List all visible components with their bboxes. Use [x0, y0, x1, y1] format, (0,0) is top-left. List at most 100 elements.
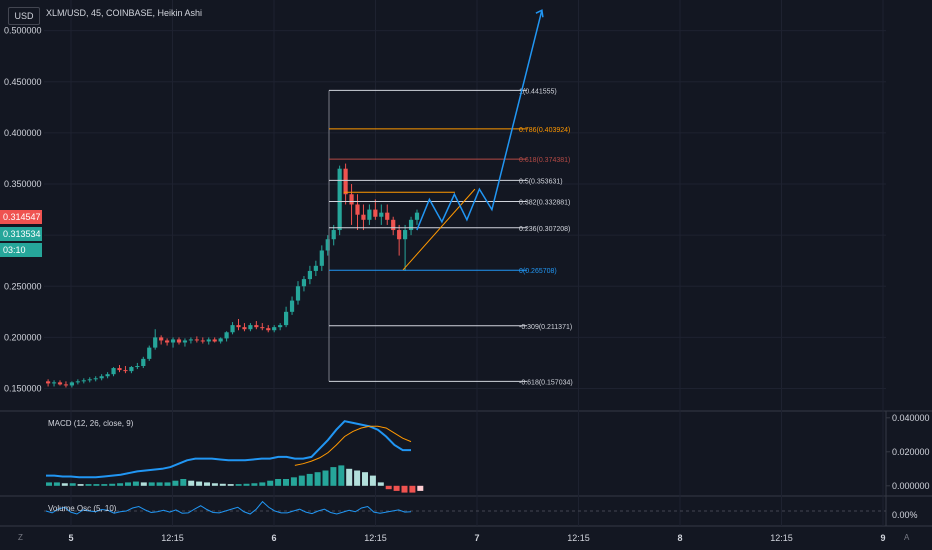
candle-body — [212, 339, 217, 342]
price-tick-label: 0.450000 — [4, 77, 42, 87]
macd-histogram-bar — [117, 483, 124, 486]
macd-histogram-bar — [196, 481, 203, 486]
macd-histogram-bar — [369, 475, 376, 486]
fib-level-label: -0.309(0.211371) — [519, 324, 572, 331]
macd-histogram-bar — [140, 482, 147, 486]
candle-body — [236, 325, 241, 328]
fib-level-label: 0.236(0.307208) — [519, 226, 570, 233]
candle-body — [63, 384, 69, 386]
candle-body — [295, 286, 301, 301]
candle-body — [129, 367, 134, 372]
macd-histogram-bar — [275, 479, 282, 486]
candle-body — [153, 337, 158, 348]
macd-histogram-bar — [211, 483, 218, 486]
macd-histogram-bar — [409, 485, 416, 493]
time-tick-label: 9 — [880, 533, 885, 543]
candle-body — [218, 338, 223, 342]
macd-histogram-bar — [219, 483, 226, 486]
macd-histogram-bar — [377, 482, 384, 486]
candle-body — [361, 214, 366, 220]
currency-label: USD — [14, 11, 34, 21]
price-tick-label: 0.400000 — [4, 128, 42, 138]
last-price-badge: 0.314547 — [0, 210, 42, 224]
macd-histogram-bar — [109, 483, 116, 486]
macd-histogram-bar — [148, 482, 155, 486]
candle-body — [176, 339, 182, 343]
macd-histogram-bar — [53, 482, 60, 486]
macd-histogram-bar — [338, 465, 345, 486]
candle-body — [397, 230, 402, 240]
fib-level-label: -0.618(0.157034) — [519, 379, 573, 386]
macd-histogram-bar — [93, 484, 100, 486]
projection-arrowhead — [535, 9, 544, 18]
candle-body — [325, 239, 330, 251]
candle-body — [51, 382, 57, 384]
candle-body — [367, 209, 372, 220]
candle-body — [117, 368, 122, 371]
volume-osc-value: 0.00% — [892, 510, 918, 520]
candle-body — [81, 380, 86, 382]
candle-body — [408, 219, 414, 231]
macd-histogram-bar — [417, 485, 424, 491]
candle-body — [343, 168, 348, 195]
fib-level-label: 0.382(0.332881) — [519, 200, 570, 207]
time-tick-label: 8 — [677, 533, 682, 543]
macd-tick-label: 0.020000 — [892, 447, 930, 457]
macd-histogram-bar — [204, 482, 210, 486]
macd-histogram-bar — [77, 484, 84, 486]
currency-button[interactable]: USD — [8, 7, 40, 25]
macd-histogram-bar — [385, 485, 392, 490]
price-tick-label: 0.250000 — [4, 281, 42, 291]
second-price-badge: 0.313534 — [0, 227, 42, 241]
second-price-label: 0.313534 — [3, 229, 41, 239]
candle-body — [105, 374, 110, 377]
volume-osc-title[interactable]: Volume Osc (5, 10) — [48, 504, 117, 513]
candle-body — [385, 212, 390, 220]
candle-body — [141, 358, 146, 367]
projection-path — [416, 10, 543, 231]
candle-body — [307, 270, 312, 280]
macd-histogram-bar — [156, 482, 163, 486]
candle-body — [242, 327, 247, 330]
candle-body — [337, 168, 342, 231]
macd-histogram-bar — [306, 473, 313, 486]
macd-histogram-bar — [314, 472, 321, 486]
fib-level-label: 0.786(0.403924) — [519, 127, 570, 134]
fib-level-label: 0.618(0.374381) — [519, 157, 570, 164]
price-tick-label: 0.150000 — [4, 384, 42, 394]
candle-body — [224, 332, 229, 339]
macd-histogram-bar — [267, 480, 274, 486]
candle-body — [260, 327, 265, 329]
macd-histogram-bar — [69, 483, 76, 486]
candle-body — [69, 382, 74, 386]
candle-body — [75, 381, 80, 383]
countdown-badge: 03:10 — [0, 243, 42, 257]
candle-body — [170, 339, 176, 343]
macd-histogram-bar — [354, 470, 361, 486]
candle-body — [254, 325, 259, 328]
candle-body — [188, 339, 193, 341]
timezone-button[interactable]: Z — [18, 533, 23, 542]
macd-title[interactable]: MACD (12, 26, close, 9) — [48, 419, 134, 428]
macd-histogram-bar — [283, 479, 289, 486]
macd-signal-line — [294, 425, 412, 466]
volume-osc-line — [45, 500, 412, 515]
candle-body — [194, 339, 199, 341]
candle-body — [135, 366, 140, 368]
price-tick-label: 0.500000 — [4, 26, 42, 36]
candle-body — [289, 300, 295, 312]
candle-body — [200, 340, 205, 342]
time-tick-label: 12:15 — [161, 533, 184, 543]
macd-histogram-bar — [85, 484, 92, 486]
macd-histogram-bar — [322, 470, 329, 486]
price-tick-label: 0.350000 — [4, 179, 42, 189]
macd-histogram-bar — [180, 479, 187, 486]
fib-level-label: 1(0.441555) — [519, 88, 557, 95]
macd-histogram-bar — [362, 472, 368, 486]
auto-scale-button[interactable]: A — [904, 533, 910, 542]
time-tick-label: 6 — [271, 533, 276, 543]
candle-body — [355, 204, 360, 215]
macd-tick-label: 0.000000 — [892, 481, 930, 491]
candle-body — [57, 382, 63, 385]
